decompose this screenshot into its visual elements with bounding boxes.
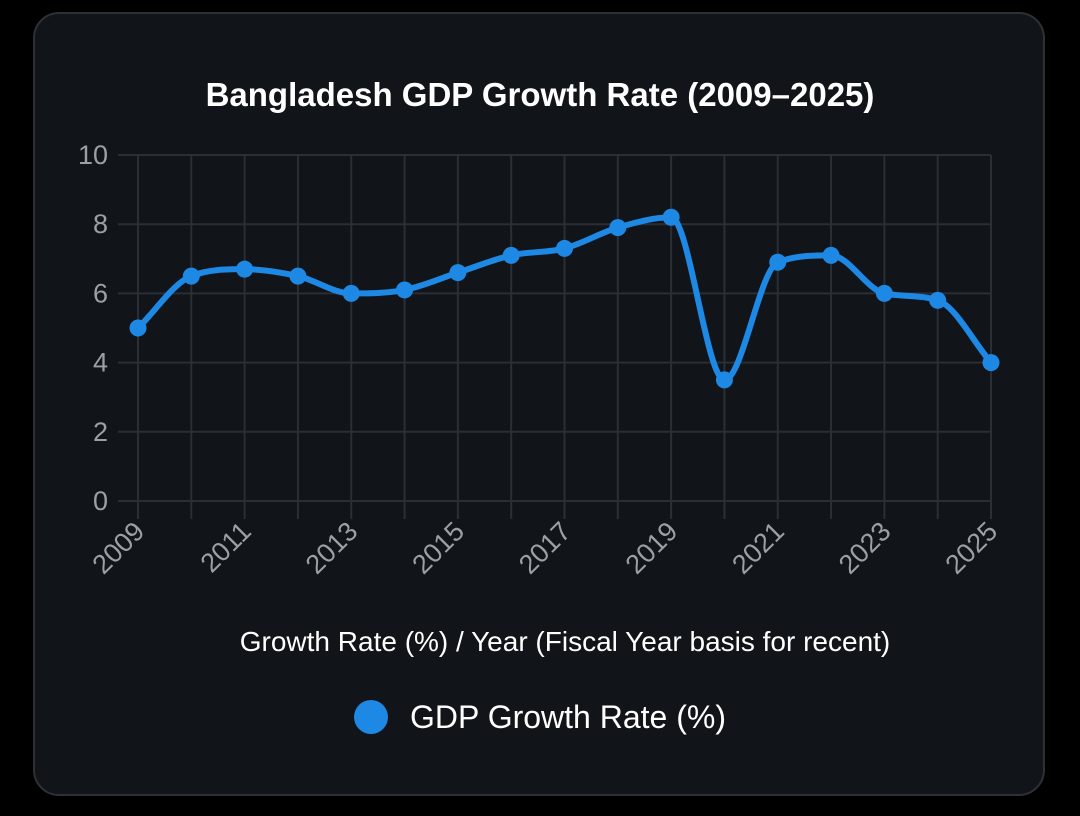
data-point[interactable] xyxy=(662,208,680,226)
x-tick-label: 2011 xyxy=(195,516,257,578)
x-tick-label: 2025 xyxy=(940,516,1004,580)
data-point[interactable] xyxy=(875,284,893,302)
data-point[interactable] xyxy=(182,267,200,285)
data-point[interactable] xyxy=(449,264,467,282)
data-point[interactable] xyxy=(769,253,787,271)
x-tick-label: 2023 xyxy=(833,516,897,580)
data-point[interactable] xyxy=(236,260,254,278)
data-point[interactable] xyxy=(502,246,520,264)
y-tick-label: 10 xyxy=(78,140,108,170)
data-point[interactable] xyxy=(929,291,947,309)
y-tick-label: 2 xyxy=(93,417,108,447)
chart-card xyxy=(33,12,1045,796)
y-tick-label: 0 xyxy=(93,486,108,516)
legend: GDP Growth Rate (%) xyxy=(0,700,1080,734)
data-point[interactable] xyxy=(342,284,360,302)
legend-swatch[interactable] xyxy=(354,700,389,734)
x-tick-label: 2019 xyxy=(620,516,684,580)
x-axis-title: Growth Rate (%) / Year (Fiscal Year basi… xyxy=(239,626,891,657)
legend-label[interactable]: GDP Growth Rate (%) xyxy=(410,699,726,735)
x-tick-label: 2009 xyxy=(87,516,151,580)
y-tick-label: 4 xyxy=(93,348,108,378)
data-point[interactable] xyxy=(982,354,1000,372)
data-point[interactable] xyxy=(715,371,733,389)
chart-title: Bangladesh GDP Growth Rate (2009–2025) xyxy=(205,76,875,113)
data-point[interactable] xyxy=(396,281,414,299)
data-point[interactable] xyxy=(609,219,627,237)
data-point[interactable] xyxy=(556,239,573,257)
x-tick-label: 2021 xyxy=(726,516,790,580)
data-point[interactable] xyxy=(289,267,307,285)
x-tick-label: 2017 xyxy=(513,516,577,580)
data-point[interactable] xyxy=(822,246,840,264)
y-tick-label: 6 xyxy=(93,278,108,308)
y-tick-label: 8 xyxy=(93,209,108,239)
x-tick-label: 2015 xyxy=(406,516,470,580)
data-point[interactable] xyxy=(129,319,147,337)
x-tick-label: 2013 xyxy=(300,516,364,580)
